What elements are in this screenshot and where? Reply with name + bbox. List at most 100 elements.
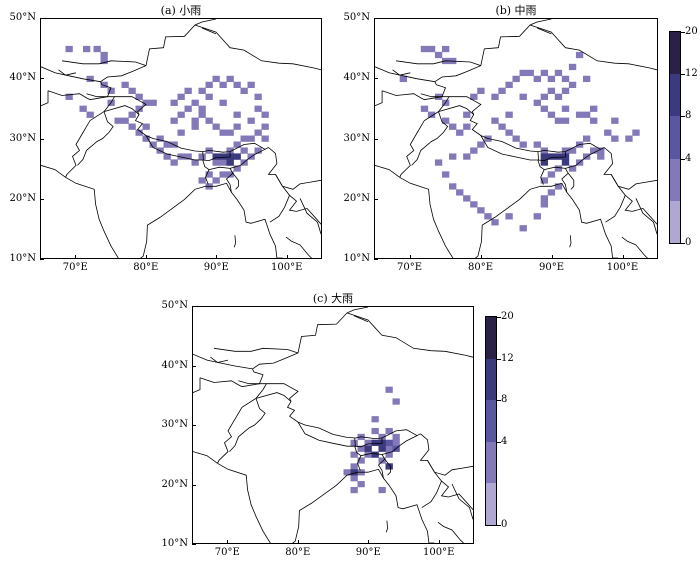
panel-a-precip-cell <box>170 159 178 166</box>
panel-b-border <box>375 90 383 107</box>
panel-c-border <box>193 353 253 370</box>
panel-a-coastline <box>299 198 321 235</box>
panel-b-precip-cell <box>582 75 591 83</box>
panel-c-precip-cell <box>350 463 358 470</box>
panel-a-precip-cell <box>205 117 213 124</box>
colorbar-bottom-segment <box>486 400 496 442</box>
panel-a-precip-cell <box>261 135 269 142</box>
panel-c-precip-cell <box>385 451 393 458</box>
panel-a-precip-cell <box>240 147 248 154</box>
panel-c-border <box>421 480 442 508</box>
panel-a-precip-cell <box>233 81 241 89</box>
panel-a-precip-cell <box>184 153 192 160</box>
panel-a-precip-cell <box>107 87 115 94</box>
panel-b-precip-cell-dark <box>554 153 563 160</box>
panel-b-precip-cell <box>533 75 541 83</box>
panel-b-precip-cell <box>547 189 556 196</box>
panel-b-precip-cell-dark <box>540 159 549 166</box>
panel-c-precip-cell-dark <box>378 445 386 452</box>
panel-c-border <box>252 307 369 370</box>
colorbar-top-label: 20 <box>685 26 698 37</box>
panel-b-precip-cell <box>463 111 471 118</box>
panel-a-border <box>201 27 217 35</box>
panel-b-precip-cell <box>554 69 563 77</box>
panel-b-border <box>603 147 657 190</box>
panel-b-border <box>399 111 439 178</box>
panel-a-precip-cell <box>79 105 87 112</box>
panel-b-precip-cell <box>420 105 429 112</box>
panel-a-border <box>232 172 239 190</box>
panel-c-lon-label: 100°E <box>423 547 455 558</box>
colorbar-bottom-label: 20 <box>501 311 514 322</box>
panel-b-precip-cell <box>463 123 471 130</box>
panel-a-precip-cell <box>198 105 206 112</box>
panel-b-precip-cell <box>512 75 520 83</box>
panel-b-precip-cell <box>582 111 591 118</box>
panel-c-precip-cell-mid <box>385 439 393 446</box>
panel-c-border <box>384 458 391 476</box>
panel-b-precip-cell <box>449 153 457 160</box>
panel-a-precip-cell <box>163 153 171 160</box>
panel-c-border <box>381 435 418 455</box>
panel-c-lat-label: 10°N <box>161 538 188 549</box>
panel-c-precip-cell-dark <box>371 439 379 446</box>
panel-b-precip-cell-dark <box>561 159 570 166</box>
panel-b-border <box>536 27 552 35</box>
panel-c-border <box>217 398 257 464</box>
panel-b-border <box>392 69 411 76</box>
map-frame-c <box>192 306 474 544</box>
panel-a-precip-cell <box>212 159 220 166</box>
panel-b-precip-cell <box>554 117 563 124</box>
panel-c-border <box>354 446 362 471</box>
panel-b-precip-cell <box>540 177 549 184</box>
panel-b-precip-cell <box>540 93 549 100</box>
colorbar-top-segment <box>670 32 680 75</box>
panel-b-border <box>396 60 481 66</box>
panel-b-precip-cell <box>611 135 619 142</box>
panel-a-precip-cell <box>149 141 157 148</box>
panel-a-title: (a) 小雨 <box>160 4 202 17</box>
panel-a-border <box>86 81 112 98</box>
colorbar-top-segment <box>670 116 680 159</box>
panel-a-border <box>47 90 116 112</box>
panel-a-precip-cell <box>142 123 150 130</box>
panel-a-precip-cell <box>212 123 220 130</box>
panel-b-precip-cell <box>519 69 527 77</box>
panel-b-precip-cell <box>554 165 563 172</box>
colorbar-top-segment <box>670 200 680 243</box>
panel-b-border <box>565 148 601 169</box>
panel-a-precip-cell <box>86 111 94 118</box>
panel-c-precip-cell <box>392 433 400 441</box>
panel-a-lon-label: 80°E <box>133 262 159 273</box>
panel-b-precip-cell <box>427 45 436 53</box>
panel-c-coastline <box>385 520 389 533</box>
panel-a-precip-cell-dark <box>226 159 234 166</box>
panel-b-precip-cell <box>554 93 563 100</box>
panel-b-precip-cell <box>625 135 633 142</box>
panel-b-precip-cell <box>484 213 492 220</box>
panel-a-precip-cell <box>83 45 91 53</box>
panel-b-border <box>605 195 626 223</box>
panel-a-precip-cell <box>163 141 171 148</box>
panel-a-lat-label: 10°N <box>9 253 36 264</box>
panel-c-border <box>354 438 383 448</box>
panel-a-precip-cell <box>198 153 206 160</box>
panel-b-border <box>449 96 482 115</box>
colorbar-bottom-segment <box>486 483 496 525</box>
panel-b-border <box>375 66 435 83</box>
panel-a-lat-label: 30°N <box>9 132 36 144</box>
panel-b-precip-cell <box>434 51 443 59</box>
panel-b-precip-cell <box>420 45 429 53</box>
panel-a-precip-cell <box>177 129 185 136</box>
panel-a-border <box>275 174 283 187</box>
panel-b-precip-cell <box>547 111 556 118</box>
panel-a-precip-cell <box>177 153 185 160</box>
panel-b-precip-cell <box>449 123 457 130</box>
panel-b-precip-cell <box>540 105 549 112</box>
panel-a-lat-label: 40°N <box>9 72 36 84</box>
panel-b-precip-cell <box>477 141 485 148</box>
panel-a-precip-cell <box>198 111 206 118</box>
panel-b-precip-cell <box>491 219 499 226</box>
panel-a-border <box>267 147 321 190</box>
panel-a-coastline <box>285 236 313 258</box>
